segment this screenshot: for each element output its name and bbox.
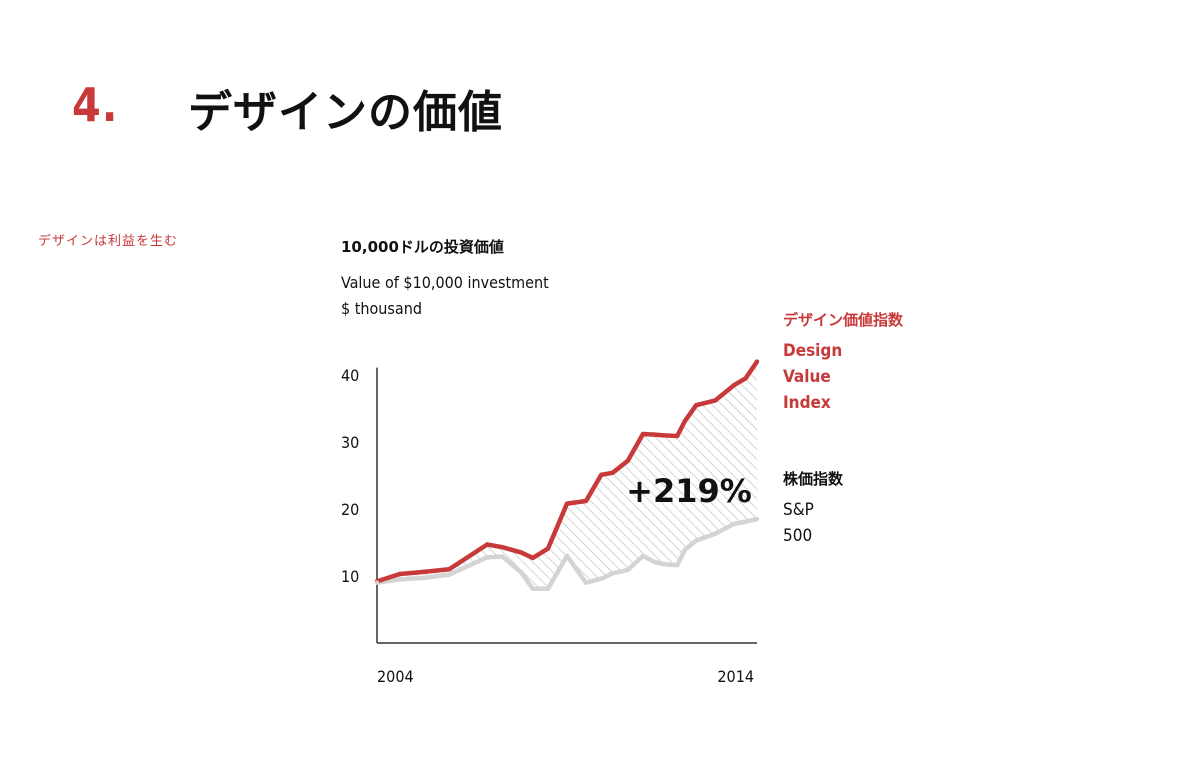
dvi-point <box>694 402 699 408</box>
y-tick-label: 20 <box>341 500 359 519</box>
legend-dvi-ja: デザイン価値指数 <box>783 311 904 329</box>
dvi-point <box>545 546 551 551</box>
dvi-point <box>743 376 748 381</box>
series-line-sp500 <box>376 516 758 591</box>
dvi-point <box>659 433 665 438</box>
dvi-point <box>754 359 760 364</box>
y-tick-label: 40 <box>341 366 359 385</box>
sp500-point <box>519 570 524 575</box>
sp500-point <box>675 563 680 568</box>
chart-unit-label: $ thousand <box>341 299 423 318</box>
page-title: デザインの価値 <box>188 87 503 138</box>
sp500-point <box>754 516 760 522</box>
dvi-point <box>675 433 680 439</box>
sp500-point <box>732 521 737 526</box>
sp500-point <box>743 519 748 524</box>
chart-title-en: Value of $10,000 investment $ thousand <box>341 270 549 322</box>
sp500-point <box>652 559 657 565</box>
dvi-point <box>485 542 490 547</box>
sp500-point <box>713 531 718 536</box>
sp500-point <box>564 553 570 559</box>
sp500-point <box>545 586 551 591</box>
dvi-point <box>625 458 630 463</box>
sp500-point <box>530 586 535 591</box>
sp500-point <box>694 538 699 543</box>
dvi-point <box>447 567 452 572</box>
dvi-point <box>713 398 718 403</box>
legend-sp-en: S&P 500 <box>783 500 814 546</box>
x-tick-label-start: 2004 <box>377 667 414 686</box>
dvi-point <box>583 498 589 504</box>
legend-dvi-en: Design Value Index <box>783 341 843 413</box>
sp500-point <box>625 567 630 573</box>
dvi-point <box>732 382 737 388</box>
sp500-point <box>640 553 646 559</box>
sp500-point <box>500 554 505 559</box>
dvi-point <box>682 419 687 424</box>
sp500-point <box>397 577 402 582</box>
legend-design-value-index: デザイン価値指数 Design Value Index <box>783 309 903 416</box>
dvi-point <box>564 501 570 506</box>
growth-annotation: +219% <box>626 472 752 510</box>
legend-sp-ja: 株価指数 <box>783 470 844 488</box>
y-tick-label: 30 <box>341 433 359 452</box>
chart-title-en-line1: Value of $10,000 investment <box>341 273 549 292</box>
dvi-point <box>652 432 657 437</box>
sp500-point <box>420 575 425 581</box>
dvi-point <box>397 571 402 577</box>
legend-sp500: 株価指数 S&P 500 <box>783 468 843 549</box>
dvi-point <box>519 550 524 555</box>
sp500-point <box>610 571 615 576</box>
dvi-point <box>500 544 505 550</box>
hatched-gap-area <box>377 361 757 589</box>
side-note: デザインは利益を生む <box>38 234 179 249</box>
sp500-point <box>583 580 589 585</box>
sp500-point <box>659 561 665 567</box>
sp500-point <box>374 580 380 585</box>
chart-title-ja: 10,000ドルの投資価値 <box>341 238 504 256</box>
dvi-point <box>599 472 604 478</box>
series-line-design-value-index <box>376 360 759 584</box>
dvi-point <box>610 470 615 476</box>
sp500-point <box>485 555 490 560</box>
x-tick-label-end: 2014 <box>717 667 754 686</box>
dvi-point <box>530 555 535 561</box>
dvi-point <box>640 431 646 437</box>
sp500-point <box>599 576 604 581</box>
y-tick-label: 10 <box>341 567 359 586</box>
dvi-point <box>420 569 425 575</box>
section-number: 4. <box>72 78 119 132</box>
sp500-point <box>447 572 452 577</box>
sp500-point <box>682 547 687 553</box>
